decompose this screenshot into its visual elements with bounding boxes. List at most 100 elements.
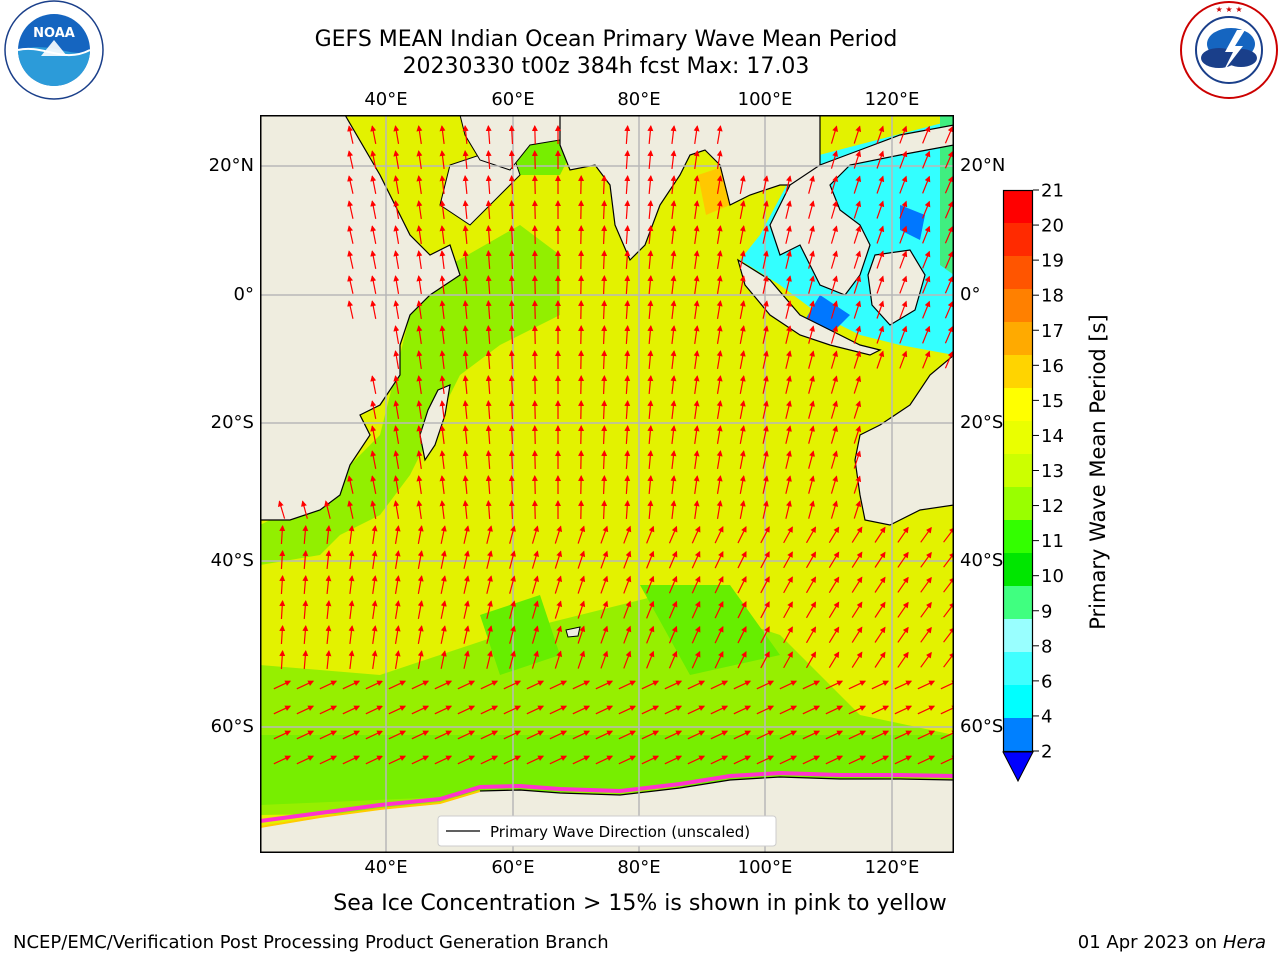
wave-direction-arrow <box>647 375 654 395</box>
wave-direction-arrow <box>302 650 309 670</box>
wave-direction-arrow <box>670 325 677 345</box>
wave-direction-arrow <box>624 125 631 145</box>
wave-direction-arrow <box>944 200 954 219</box>
wave-direction-arrow <box>370 200 377 219</box>
lat-label-right: 20°N <box>960 155 1006 176</box>
wave-direction-arrow <box>440 525 447 544</box>
wave-direction-arrow <box>647 350 654 370</box>
wave-direction-arrow <box>670 125 677 145</box>
wave-direction-arrow <box>783 651 793 669</box>
wave-direction-arrow <box>508 425 515 445</box>
wave-direction-arrow <box>462 475 469 495</box>
sumatra-landmass <box>737 258 882 356</box>
wave-direction-arrow <box>624 200 631 220</box>
wave-direction-arrow <box>347 125 354 144</box>
wave-direction-arrow <box>670 250 677 270</box>
wave-direction-arrow <box>416 175 423 194</box>
wave-direction-arrow <box>342 755 361 765</box>
wave-direction-arrow <box>601 425 608 445</box>
wave-direction-arrow <box>439 175 446 195</box>
wave-direction-arrow <box>693 275 700 294</box>
wave-direction-arrow <box>600 575 609 594</box>
wave-direction-arrow <box>601 350 608 370</box>
colorbar-tick-label: 11 <box>1041 531 1064 552</box>
wave-direction-arrow <box>828 551 840 569</box>
colorbar-cell <box>1003 256 1033 290</box>
wave-direction-arrow <box>485 275 492 295</box>
wave-direction-arrow <box>370 300 377 319</box>
colorbar-cell <box>1003 454 1033 488</box>
wave-direction-arrow <box>922 225 931 244</box>
wave-direction-arrow <box>739 475 746 494</box>
wave-direction-arrow <box>922 200 931 219</box>
wave-direction-arrow <box>577 625 586 644</box>
wave-direction-arrow <box>365 730 384 740</box>
lon-label-bottom: 80°E <box>617 857 661 878</box>
wave-direction-arrow <box>463 625 470 644</box>
wave-direction-arrow <box>302 600 309 620</box>
wave-direction-arrow <box>601 450 608 470</box>
wave-direction-arrow <box>716 350 723 369</box>
wave-direction-arrow <box>894 680 913 690</box>
wave-direction-arrow <box>899 225 908 244</box>
wave-direction-arrow <box>325 575 332 595</box>
wave-direction-arrow <box>853 175 862 194</box>
wave-direction-arrow <box>668 550 678 569</box>
wave-direction-arrow <box>463 600 470 619</box>
wave-direction-arrow <box>762 175 769 194</box>
wave-direction-arrow <box>830 275 839 294</box>
wave-direction-arrow <box>393 125 400 144</box>
wave-direction-arrow <box>716 425 723 444</box>
wave-direction-arrow <box>691 600 701 619</box>
wave-direction-arrow <box>393 425 400 444</box>
wave-direction-arrow <box>393 350 400 369</box>
wave-direction-arrow <box>647 500 654 520</box>
wave-direction-arrow <box>508 175 515 195</box>
wave-direction-arrow <box>393 500 400 519</box>
wave-direction-arrow <box>434 730 453 740</box>
lon-label-bottom: 100°E <box>737 857 793 878</box>
wave-direction-arrow <box>439 475 446 495</box>
wave-direction-arrow <box>762 350 769 369</box>
wave-direction-arrow <box>647 475 654 495</box>
wave-direction-arrow <box>647 250 654 270</box>
wave-direction-arrow <box>897 601 909 618</box>
wave-direction-arrow <box>739 300 746 319</box>
wave-direction-arrow <box>851 576 863 593</box>
wave-direction-arrow <box>716 275 723 294</box>
wave-direction-arrow <box>393 375 400 394</box>
wave-direction-arrow <box>370 450 377 469</box>
wave-direction-arrow <box>716 200 723 219</box>
wave-direction-arrow <box>623 625 632 644</box>
wave-direction-arrow <box>828 651 840 669</box>
wave-direction-arrow <box>760 601 770 619</box>
lon-label-top: 120°E <box>864 89 920 110</box>
wave-direction-arrow <box>393 200 400 219</box>
wave-direction-arrow <box>531 525 539 544</box>
wave-direction-arrow <box>296 705 315 715</box>
wave-direction-arrow <box>624 325 631 345</box>
colorbar-tick-label: 4 <box>1041 706 1052 727</box>
wave-direction-arrow <box>457 755 476 765</box>
wave-direction-arrow <box>393 150 400 169</box>
wave-direction-arrow <box>595 680 614 690</box>
wave-direction-arrow <box>503 705 522 715</box>
lat-label-right: 60°S <box>960 716 1004 737</box>
lat-label-right: 20°S <box>960 412 1004 433</box>
wave-direction-arrow <box>876 250 885 269</box>
colorbar-tick-label: 13 <box>1041 461 1064 482</box>
wave-direction-arrow <box>623 650 632 669</box>
wave-direction-arrow <box>411 680 430 690</box>
wave-direction-arrow <box>785 250 792 269</box>
wave-direction-arrow <box>439 200 446 220</box>
wave-direction-arrow <box>922 250 931 269</box>
wave-direction-arrow <box>601 200 608 220</box>
wave-direction-arrow <box>462 325 469 345</box>
wave-direction-arrow <box>508 150 515 170</box>
wave-direction-arrow <box>273 705 292 715</box>
wave-direction-arrow <box>871 680 890 690</box>
wave-direction-arrow <box>710 680 729 690</box>
wave-direction-arrow <box>922 125 931 144</box>
colorbar-tick-label: 20 <box>1041 216 1064 237</box>
wave-direction-arrow <box>828 576 840 594</box>
